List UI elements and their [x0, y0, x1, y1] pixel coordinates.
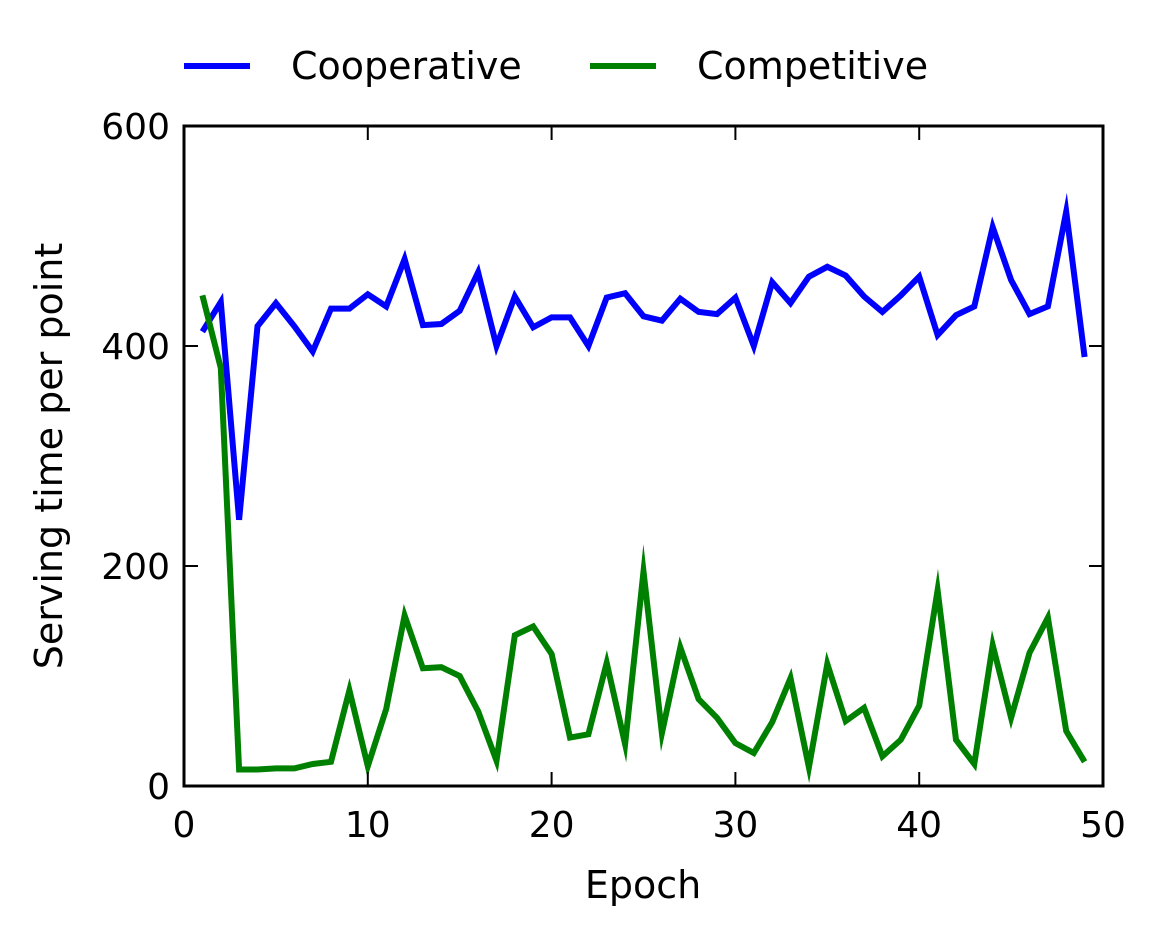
legend-label-competitive: Competitive: [697, 44, 928, 88]
legend: Cooperative Competitive: [184, 44, 928, 88]
tick-layer: [183, 125, 1104, 787]
plot-frame: [182, 124, 1105, 788]
x-tick-label: 20: [529, 805, 575, 846]
x-tick-label: 40: [896, 805, 942, 846]
x-tick-label: 10: [345, 805, 391, 846]
y-tick-label: 200: [101, 547, 170, 588]
tick-label-layer: 0 10 20 30 40 50 0 200 400 600: [101, 107, 1126, 846]
y-tick-label: 600: [101, 107, 170, 148]
y-axis-label: Serving time per point: [27, 243, 71, 670]
series-line-cooperative: [199, 192, 1088, 521]
legend-label-cooperative: Cooperative: [291, 44, 522, 88]
y-tick-label: 0: [147, 767, 170, 808]
series-line-competitive: [199, 294, 1088, 784]
x-axis-label: Epoch: [585, 863, 701, 907]
series-layer: [199, 192, 1088, 784]
x-tick-label: 0: [173, 805, 196, 846]
y-tick-label: 400: [101, 327, 170, 368]
x-tick-label: 50: [1080, 805, 1126, 846]
x-tick-label: 30: [712, 805, 758, 846]
